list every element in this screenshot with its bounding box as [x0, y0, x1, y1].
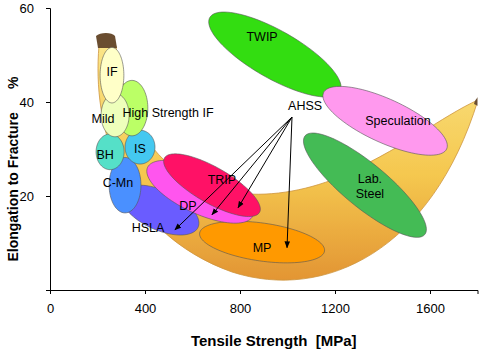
region-label: IS — [134, 142, 146, 156]
region-label: Mild — [92, 112, 115, 126]
x-tick-mark — [145, 290, 146, 294]
y-tick-label: 60 — [20, 1, 34, 16]
x-tick-mark — [335, 290, 336, 294]
x-tick-label: 1600 — [416, 301, 445, 316]
x-tick: 800 — [230, 290, 252, 316]
annotation-arrow — [212, 117, 292, 215]
region-label-line: TWIP — [246, 30, 277, 44]
region-label: TWIP — [246, 30, 277, 44]
annotation-text: AHSS — [288, 99, 322, 113]
region-label: HSLA — [132, 221, 165, 235]
x-axis-title: Tensile Strength [MPa] — [191, 332, 357, 349]
region-label-line: Mild — [92, 112, 115, 126]
region-ellipse — [164, 154, 261, 217]
x-tick-label: 400 — [135, 301, 157, 316]
annotations: AHSS — [175, 99, 322, 247]
region-label-line: Steel — [356, 187, 385, 201]
banana-stem — [96, 33, 117, 48]
region-ellipse — [200, 221, 325, 263]
region-label: Lab.Steel — [356, 172, 385, 200]
x-tick-label: 0 — [47, 301, 54, 316]
region-ellipse — [96, 134, 124, 170]
x-axis: 0 400 800 1200 1600 — [47, 290, 478, 316]
region-label: Speculation — [365, 114, 430, 128]
chart-container: 0 400 800 1200 1600 20 40 60 Tensile Strength [M… — [0, 0, 492, 361]
annotation-arrow — [175, 117, 292, 230]
x-tick: 400 — [135, 290, 157, 316]
y-tick-mark — [46, 196, 50, 197]
region-ellipse — [209, 12, 341, 97]
y-axis: 20 40 60 — [20, 1, 51, 291]
region-label-line: IS — [134, 142, 146, 156]
y-tick-mark — [46, 8, 50, 9]
x-tick-mark — [240, 290, 241, 294]
annotation-arrow — [287, 117, 292, 248]
x-tick-label: 1200 — [321, 301, 350, 316]
regions — [96, 12, 447, 263]
region-label-line: Lab. — [358, 172, 382, 186]
region-label-line: BH — [96, 148, 113, 162]
x-tick-mark — [430, 290, 431, 294]
x-tick: 0 — [47, 290, 54, 316]
y-tick-label: 20 — [20, 189, 34, 204]
region-ellipse — [303, 133, 426, 237]
region-label-line: Speculation — [365, 114, 430, 128]
region-label-line: MP — [253, 241, 272, 255]
region-label: High Strength IF — [123, 106, 214, 120]
region-labels: TWIPSpeculationLab.SteelMPHSLADPTRIPC-Mn… — [92, 30, 431, 255]
y-axis-line — [46, 9, 51, 291]
region-label-line: HSLA — [132, 221, 165, 235]
region-label: C-Mn — [103, 176, 134, 190]
region-label: BH — [96, 148, 113, 162]
x-axis-line — [51, 291, 479, 295]
region-label: IF — [106, 65, 117, 79]
annotation-arrow — [238, 117, 292, 208]
y-tick: 20 — [20, 189, 50, 204]
y-tick-label: 40 — [20, 95, 34, 110]
region-label-line: IF — [106, 65, 117, 79]
region-label-line: High Strength IF — [123, 106, 214, 120]
x-tick: 1600 — [416, 290, 445, 316]
banana-tip — [474, 93, 478, 106]
y-tick: 60 — [20, 1, 50, 16]
y-axis-title: Elongation to Fracture % — [5, 76, 21, 262]
region-label: MP — [253, 241, 272, 255]
x-tick: 1200 — [321, 290, 350, 316]
plot-area — [96, 12, 478, 280]
y-tick-mark — [46, 102, 50, 103]
chart-svg: 0 400 800 1200 1600 20 40 60 Tensile Strength [M… — [0, 0, 492, 361]
y-tick: 40 — [20, 95, 50, 110]
region-label-line: C-Mn — [103, 176, 134, 190]
x-tick-label: 800 — [230, 301, 252, 316]
region-ellipse — [100, 47, 124, 102]
